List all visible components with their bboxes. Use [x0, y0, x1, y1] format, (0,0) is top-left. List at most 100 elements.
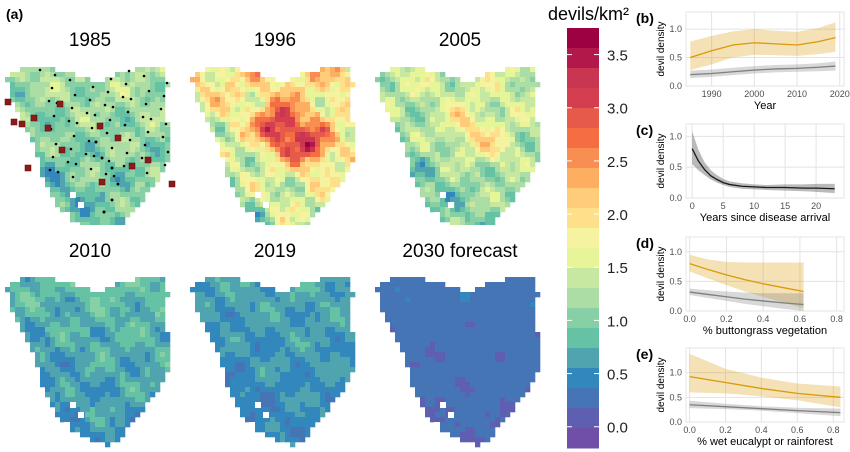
map-cell	[40, 342, 46, 348]
map-cell	[70, 392, 76, 398]
map-cell	[225, 87, 231, 93]
map-cell	[220, 297, 226, 303]
map-cell	[40, 107, 46, 113]
map-cell	[295, 97, 301, 103]
map-cell	[505, 347, 511, 353]
map-cell	[440, 287, 446, 293]
map-cell	[390, 277, 396, 283]
map-cell	[155, 377, 161, 383]
map-cell	[525, 162, 531, 168]
map-cell	[525, 167, 531, 173]
map-cell	[480, 217, 486, 223]
map-cell	[95, 342, 101, 348]
map-cell	[270, 87, 276, 93]
map-cell	[60, 182, 66, 188]
survey-dot	[110, 166, 114, 170]
map-cell	[340, 82, 346, 88]
survey-dot	[70, 106, 74, 110]
map-cell	[195, 92, 201, 98]
map-cell	[480, 347, 486, 353]
map-cell	[415, 172, 421, 178]
map-cell	[40, 137, 46, 143]
map-cell	[455, 287, 461, 293]
map-cell	[60, 387, 66, 393]
map-cell	[435, 302, 441, 308]
map-cell	[425, 402, 431, 408]
map-cell	[60, 302, 66, 308]
map-cell	[160, 347, 166, 353]
map-cell	[465, 422, 471, 428]
map-cell	[325, 182, 331, 188]
map-cell	[40, 67, 46, 73]
map-cell	[475, 402, 481, 408]
map-cell	[75, 397, 81, 403]
map-cell	[305, 182, 311, 188]
map-cell	[240, 72, 246, 78]
map-cell	[80, 177, 86, 183]
map-cell	[20, 82, 26, 88]
map-cell	[105, 112, 111, 118]
map-cell	[80, 382, 86, 388]
map-cell	[300, 177, 306, 183]
map-cell	[315, 147, 321, 153]
map-cell	[195, 292, 201, 298]
map-cell	[275, 312, 281, 318]
map-cell	[400, 312, 406, 318]
map-cell	[30, 292, 36, 298]
map-cell	[155, 152, 161, 158]
map-cell	[125, 332, 131, 338]
map-cell	[45, 82, 51, 88]
map-cell	[495, 382, 501, 388]
map-cell	[220, 337, 226, 343]
map-cell	[140, 377, 146, 383]
map-cell	[335, 162, 341, 168]
map-cell	[270, 107, 276, 113]
map-cell	[420, 82, 426, 88]
map-cell	[250, 282, 256, 288]
map-cell	[425, 87, 431, 93]
map-cell	[530, 67, 536, 73]
map-cell	[110, 157, 116, 163]
map-cell	[130, 202, 136, 208]
map-cell	[275, 347, 281, 353]
map-cell	[65, 397, 71, 403]
map-cell	[120, 97, 126, 103]
map-cell	[255, 167, 261, 173]
map-cell	[490, 87, 496, 93]
map-cell	[90, 387, 96, 393]
map-cell	[135, 167, 141, 173]
map-cell	[295, 207, 301, 213]
map-cell	[260, 117, 266, 123]
map-cell	[310, 297, 316, 303]
map-cell	[155, 342, 161, 348]
map-cell	[525, 372, 531, 378]
map-cell	[65, 402, 71, 408]
map-cell	[50, 97, 56, 103]
map-cell	[490, 327, 496, 333]
map-cell	[270, 337, 276, 343]
map-cell	[200, 72, 206, 78]
map-cell	[215, 77, 221, 83]
map-cell	[500, 297, 506, 303]
map-cell	[95, 127, 101, 133]
map-cell	[140, 347, 146, 353]
map-cell	[485, 182, 491, 188]
map-cell	[270, 207, 276, 213]
map-cell	[245, 112, 251, 118]
map-cell	[490, 132, 496, 138]
map-cell	[505, 67, 511, 73]
map-cell	[295, 397, 301, 403]
map-cell	[435, 332, 441, 338]
map-cell	[80, 87, 86, 93]
map-cell	[535, 357, 541, 363]
map-cell	[435, 72, 441, 78]
map-cell	[95, 377, 101, 383]
map-cell	[270, 367, 276, 373]
map-cell	[95, 412, 101, 418]
map-cell	[340, 312, 346, 318]
map-cell	[150, 102, 156, 108]
map-cell	[30, 317, 36, 323]
map-cell	[430, 147, 436, 153]
map-cell	[125, 212, 131, 218]
map-cell	[240, 342, 246, 348]
